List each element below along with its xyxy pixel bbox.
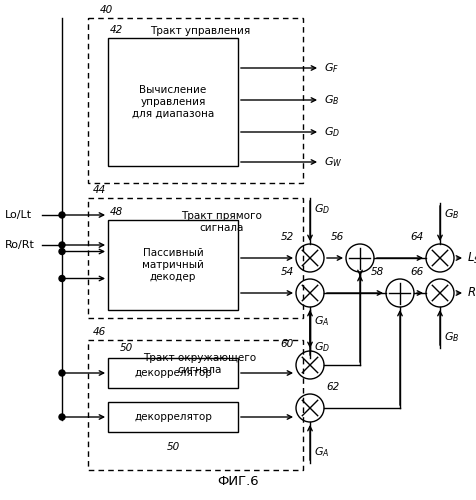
Text: $G_D$: $G_D$ <box>313 340 329 354</box>
Circle shape <box>59 276 65 281</box>
Text: $G_A$: $G_A$ <box>313 314 329 328</box>
Text: 52: 52 <box>280 232 293 242</box>
Text: декоррелятор: декоррелятор <box>134 368 211 378</box>
Text: 50: 50 <box>166 442 179 452</box>
Text: $G_B$: $G_B$ <box>443 330 458 344</box>
Text: Вычисление
управления
для диапазона: Вычисление управления для диапазона <box>131 86 214 118</box>
Text: 46: 46 <box>93 327 106 337</box>
Text: 44: 44 <box>93 185 106 195</box>
Text: Ro/Rt: Ro/Rt <box>5 240 35 250</box>
Text: $G_D$: $G_D$ <box>313 202 329 216</box>
Text: ФИГ.6: ФИГ.6 <box>217 475 259 488</box>
Text: $G_A$: $G_A$ <box>313 445 329 459</box>
Text: Тракт прямого
сигнала: Тракт прямого сигнала <box>180 211 261 233</box>
Text: $G_B$: $G_B$ <box>323 93 339 107</box>
Text: Тракт управления: Тракт управления <box>149 26 249 36</box>
Text: 42: 42 <box>110 25 123 35</box>
Bar <box>88 198 302 318</box>
Text: 58: 58 <box>370 267 383 277</box>
Text: 54: 54 <box>280 267 293 277</box>
Text: 40: 40 <box>100 5 113 15</box>
Text: Пассивный
матричный
декодер: Пассивный матричный декодер <box>142 248 204 282</box>
Circle shape <box>59 414 65 420</box>
Text: $R_S$: $R_S$ <box>466 286 476 300</box>
Bar <box>108 38 238 166</box>
Text: 66: 66 <box>410 267 423 277</box>
Text: $G_D$: $G_D$ <box>323 125 339 139</box>
Text: декоррелятор: декоррелятор <box>134 412 211 422</box>
Text: 62: 62 <box>325 382 338 392</box>
Bar <box>88 340 302 470</box>
Circle shape <box>59 248 65 254</box>
Text: $L_S$: $L_S$ <box>466 250 476 266</box>
Circle shape <box>59 212 65 218</box>
Circle shape <box>59 370 65 376</box>
Bar <box>108 402 238 432</box>
Text: 50: 50 <box>120 343 133 353</box>
Bar <box>108 358 238 388</box>
Text: 64: 64 <box>410 232 423 242</box>
Text: Lo/Lt: Lo/Lt <box>5 210 32 220</box>
Text: 48: 48 <box>110 207 123 217</box>
Text: Тракт окружающего
сигнала: Тракт окружающего сигнала <box>143 353 256 374</box>
Bar <box>108 220 238 310</box>
Text: $G_B$: $G_B$ <box>443 207 458 221</box>
Circle shape <box>59 242 65 248</box>
Text: $G_W$: $G_W$ <box>323 155 342 169</box>
Text: $G_F$: $G_F$ <box>323 61 338 75</box>
Text: 56: 56 <box>330 232 343 242</box>
Bar <box>88 18 302 183</box>
Text: 60: 60 <box>280 339 293 349</box>
